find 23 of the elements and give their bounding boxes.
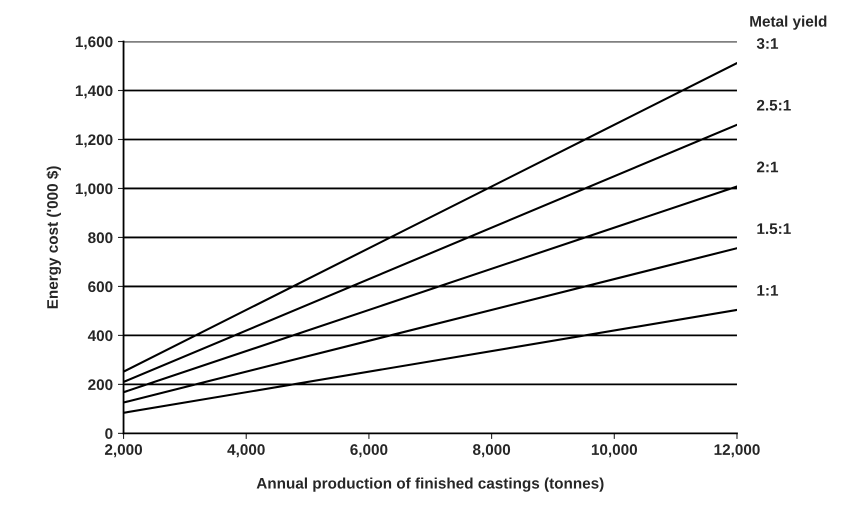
y-tick-label: 600 <box>88 281 112 292</box>
x-axis-title: Annual production of finished castings (tonnes) <box>256 477 604 492</box>
legend-title: Metal yield <box>750 16 826 30</box>
x-tick-label: 12,000 <box>714 444 760 458</box>
y-tick-label: 1,400 <box>76 85 112 98</box>
y-tick-label: 200 <box>88 379 112 390</box>
series-label: 2:1 <box>756 162 778 172</box>
series-label: 3:1 <box>756 38 778 49</box>
x-tick-label: 4,000 <box>227 444 265 458</box>
series-label: 1:1 <box>757 285 778 296</box>
series-label: 1.5:1 <box>757 223 791 234</box>
y-tick-label: 0 <box>105 428 112 440</box>
y-tick-label: 1,000 <box>76 183 112 196</box>
series-label: 2.5:1 <box>756 100 791 111</box>
x-tick-label: 8,000 <box>472 444 510 458</box>
x-tick-label: 2,000 <box>104 444 142 458</box>
y-tick-label: 1,200 <box>76 134 112 148</box>
y-axis-title: Energy cost ('000 $) <box>46 166 62 308</box>
y-tick-label: 800 <box>88 232 112 244</box>
y-tick-label: 400 <box>88 330 112 342</box>
x-tick-label: 10,000 <box>592 444 638 458</box>
y-tick-label: 1,600 <box>76 36 112 50</box>
x-tick-label: 6,000 <box>350 444 388 458</box>
